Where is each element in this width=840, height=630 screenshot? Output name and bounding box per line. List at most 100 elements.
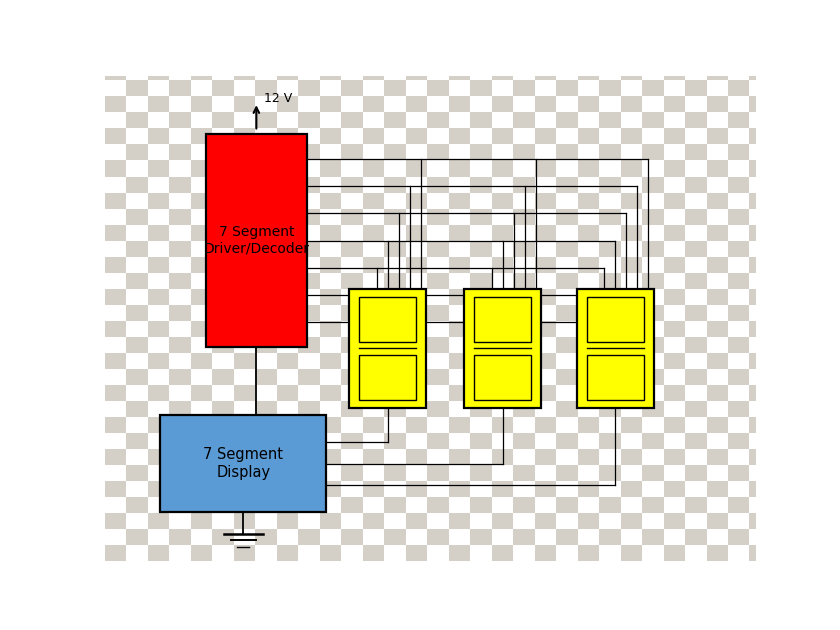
Bar <box>298 273 320 289</box>
Bar <box>363 289 384 304</box>
Bar <box>341 513 363 529</box>
Bar <box>255 304 277 321</box>
Bar <box>535 353 556 369</box>
Bar <box>449 144 470 161</box>
Bar <box>449 416 470 433</box>
Bar <box>277 465 298 481</box>
Bar <box>578 176 599 193</box>
Bar <box>255 81 277 96</box>
Bar <box>491 96 513 113</box>
Bar <box>127 161 148 176</box>
Bar <box>277 545 298 561</box>
Bar <box>599 545 621 561</box>
Bar <box>148 176 170 193</box>
Bar <box>535 161 556 176</box>
Bar <box>127 64 148 81</box>
Bar <box>599 209 621 224</box>
Bar <box>513 321 535 336</box>
Bar <box>363 64 384 81</box>
Bar <box>449 433 470 449</box>
Bar <box>749 81 771 96</box>
Bar <box>556 193 578 209</box>
Bar <box>298 64 320 81</box>
Bar <box>213 256 234 273</box>
Bar <box>728 224 749 241</box>
Bar <box>771 289 792 304</box>
Bar <box>749 496 771 513</box>
Bar <box>148 433 170 449</box>
Bar <box>621 176 642 193</box>
Bar <box>771 256 792 273</box>
Bar <box>127 353 148 369</box>
Bar <box>406 369 428 384</box>
Bar <box>706 224 728 241</box>
Bar <box>277 176 298 193</box>
Bar <box>191 129 213 144</box>
Bar <box>621 433 642 449</box>
Bar <box>191 529 213 545</box>
Bar <box>621 224 642 241</box>
Bar <box>428 384 449 401</box>
Bar <box>749 289 771 304</box>
Bar <box>255 384 277 401</box>
Bar <box>360 297 416 342</box>
Bar <box>664 176 685 193</box>
Bar <box>535 369 556 384</box>
Bar <box>341 144 363 161</box>
Bar <box>234 176 255 193</box>
Bar <box>621 465 642 481</box>
Bar <box>535 336 556 353</box>
Bar <box>556 176 578 193</box>
Bar <box>255 336 277 353</box>
Bar <box>513 401 535 416</box>
Bar <box>406 529 428 545</box>
Bar <box>277 64 298 81</box>
Bar <box>213 449 234 465</box>
Bar <box>363 449 384 465</box>
Bar <box>556 256 578 273</box>
Bar <box>556 273 578 289</box>
Bar <box>642 81 664 96</box>
Bar <box>642 144 664 161</box>
Bar <box>449 336 470 353</box>
Bar <box>170 113 191 129</box>
Bar <box>706 545 728 561</box>
Bar <box>535 433 556 449</box>
Bar <box>148 193 170 209</box>
Bar <box>191 336 213 353</box>
Bar <box>170 545 191 561</box>
Bar <box>234 224 255 241</box>
Bar <box>341 289 363 304</box>
Bar <box>749 369 771 384</box>
Bar <box>105 289 127 304</box>
Bar <box>341 496 363 513</box>
Bar <box>127 241 148 256</box>
Bar <box>599 289 621 304</box>
Bar <box>127 401 148 416</box>
Bar <box>599 256 621 273</box>
Bar <box>105 545 127 561</box>
Bar <box>298 289 320 304</box>
Bar <box>213 353 234 369</box>
Bar <box>384 496 406 513</box>
Bar <box>406 96 428 113</box>
Bar <box>470 545 491 561</box>
Bar <box>621 481 642 496</box>
Bar <box>320 513 341 529</box>
Bar <box>277 336 298 353</box>
Bar <box>449 209 470 224</box>
Bar <box>320 433 341 449</box>
Bar <box>771 353 792 369</box>
Bar <box>277 369 298 384</box>
Bar <box>363 481 384 496</box>
Bar <box>449 513 470 529</box>
Bar <box>449 304 470 321</box>
Bar <box>384 401 406 416</box>
Bar <box>298 161 320 176</box>
Bar <box>599 513 621 529</box>
Bar <box>642 433 664 449</box>
Bar <box>170 129 191 144</box>
Bar <box>170 384 191 401</box>
Bar <box>148 273 170 289</box>
Bar <box>234 209 255 224</box>
